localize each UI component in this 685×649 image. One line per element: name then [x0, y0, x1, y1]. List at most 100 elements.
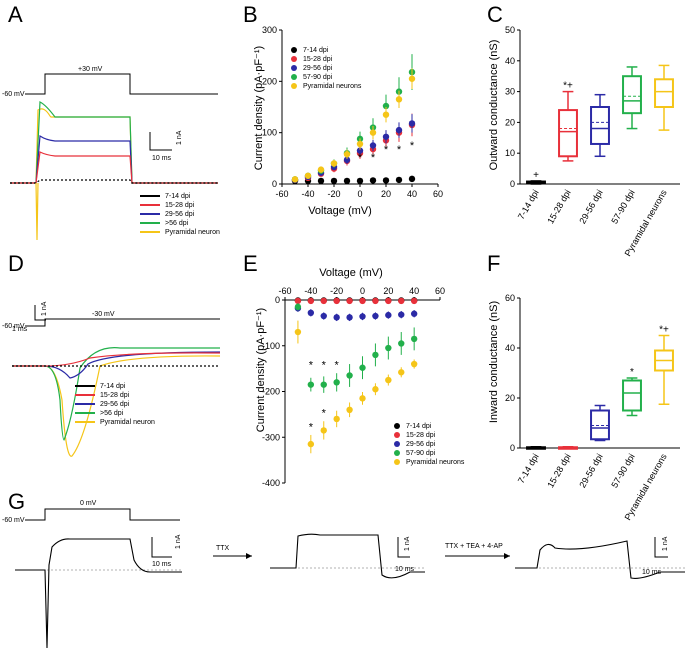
- e-point-4-4: [346, 406, 353, 413]
- d-legend-label-0: 7-14 dpi: [100, 383, 126, 390]
- c-ytick-label-5: 50: [505, 25, 515, 35]
- g-trace-ttx-tea: [515, 540, 685, 579]
- g-arrow-1-label: TTX: [216, 545, 230, 552]
- b-xtick-label-1: -40: [301, 189, 314, 199]
- f-box-3: [622, 379, 642, 412]
- a-na-spike: [35, 182, 39, 241]
- b-ytick-label-3: 300: [262, 25, 277, 35]
- e-point-4-0: [294, 328, 302, 336]
- e-point-1-7: [385, 297, 392, 305]
- b-point-4-9: [408, 75, 416, 82]
- c-box-1: [558, 109, 578, 158]
- a-legend-label-1: 15-28 dpi: [165, 202, 195, 209]
- e-annot-2: *: [335, 360, 340, 372]
- e-point-4-1: [307, 440, 315, 448]
- b-legend-marker-3: [291, 74, 297, 80]
- c-ytick-label-2: 20: [505, 117, 515, 127]
- e-legend-label-0: 7-14 dpi: [406, 423, 432, 430]
- b-annot-3: *: [397, 144, 402, 156]
- f-cat-label-1: 15-28 dpi: [545, 452, 572, 490]
- e-legend: 7-14 dpi 15-28 dpi 29-56 dpi 57-90 dpi P…: [394, 423, 465, 466]
- e-point-1-0: [294, 297, 302, 305]
- e-point-2-6: [372, 312, 379, 320]
- g-scale-bar-2: [397, 537, 410, 558]
- b-legend-marker-0: [291, 47, 297, 53]
- f-annot-0: *: [630, 367, 634, 378]
- panel-f: 0 20 40 60 7-14 dpi 15-28 dpi 29-56 dpi 57-90 d…: [505, 293, 680, 522]
- b-point-0-6: [369, 177, 377, 184]
- d-trace-15-28: [12, 352, 221, 367]
- b-point-2-8: [395, 126, 403, 134]
- e-annot-4: *: [322, 408, 327, 420]
- d-scale-y: 1 nA: [41, 301, 48, 316]
- e-point-1-5: [359, 297, 366, 305]
- e-ytick-label-2: -200: [262, 387, 280, 397]
- b-legend-label-4: Pyramidal neurons: [303, 83, 362, 90]
- b-legend-label-1: 15-28 dpi: [303, 56, 333, 63]
- b-point-0-2: [317, 177, 325, 185]
- c-box-4: [654, 78, 674, 108]
- d-legend-label-2: 29-56 dpi: [100, 401, 130, 408]
- e-point-2-3: [333, 314, 340, 321]
- e-point-2-7: [385, 311, 392, 319]
- a-legend-label-4: Pyramidal neuron: [165, 229, 220, 236]
- b-legend-marker-4: [291, 83, 297, 89]
- e-point-2-5: [359, 313, 366, 320]
- e-xtick-label-4: 20: [383, 286, 393, 296]
- e-legend-label-4: Pyramidal neurons: [406, 459, 465, 466]
- e-point-2-9: [410, 310, 418, 317]
- b-xtick-label-2: -20: [327, 189, 340, 199]
- g-scale-x-1: 10 ms: [152, 561, 172, 568]
- b-annot-4: *: [410, 140, 415, 152]
- e-point-1-9: [410, 297, 418, 305]
- b-point-0-4: [343, 177, 351, 185]
- d-voltage-protocol: [25, 318, 220, 327]
- c-cat-label-1: 15-28 dpi: [545, 188, 572, 226]
- g-scale-y-1: 1 nA: [175, 534, 182, 549]
- b-point-2-9: [408, 120, 416, 127]
- e-point-4-2: [320, 427, 327, 434]
- b-point-4-7: [382, 111, 390, 118]
- g-trace-ttx: [270, 533, 425, 579]
- c-annot-1: +: [533, 170, 539, 181]
- b-point-4-0: [291, 176, 299, 183]
- panel-e: -60 -40 -20 0 20 40 600-100-200-300-400* * ***: [262, 286, 445, 488]
- panel-letter-b: B: [243, 2, 258, 27]
- e-annot-0: *: [309, 360, 314, 372]
- d-scale-x: 1 ms: [12, 326, 28, 333]
- e-ytick-label-3: -300: [262, 432, 280, 442]
- g-hold-label: -60 mV: [2, 517, 25, 524]
- b-point-4-6: [369, 129, 377, 136]
- e-ytick-label-4: -400: [262, 478, 280, 488]
- f-cat-label-0: 7-14 dpi: [516, 452, 541, 485]
- b-legend-label-3: 57-90 dpi: [303, 74, 333, 81]
- b-point-2-6: [369, 142, 377, 149]
- f-ytick-label-0: 0: [510, 443, 515, 453]
- e-point-4-7: [385, 376, 392, 384]
- panel-letter-g: G: [8, 489, 25, 514]
- e-point-1-4: [346, 297, 353, 305]
- b-legend-label-0: 7-14 dpi: [303, 47, 329, 54]
- e-legend-marker-4: [394, 459, 400, 465]
- e-xtick-label-0: -60: [278, 286, 291, 296]
- b-point-4-1: [304, 172, 312, 179]
- b-point-0-8: [395, 176, 403, 184]
- e-point-1-8: [398, 297, 405, 305]
- e-xtick-label-2: -20: [330, 286, 343, 296]
- panel-letter-c: C: [487, 2, 503, 27]
- g-step-label: 0 mV: [80, 500, 97, 507]
- e-point-3-2: [320, 381, 327, 388]
- e-point-3-8: [398, 340, 405, 347]
- d-legend-label-1: 15-28 dpi: [100, 392, 130, 399]
- e-point-1-6: [372, 297, 379, 305]
- a-legend-label-3: >56 dpi: [165, 220, 189, 227]
- b-annot-2: *: [384, 144, 389, 156]
- b-xlabel: Voltage (mV): [308, 205, 372, 217]
- g-trace-control: [15, 538, 182, 649]
- e-xtick-label-3: 0: [360, 286, 365, 296]
- b-legend-marker-1: [291, 56, 297, 62]
- b-point-4-4: [343, 151, 351, 158]
- b-point-4-8: [395, 96, 403, 103]
- a-trace-pyramidal: [10, 108, 218, 184]
